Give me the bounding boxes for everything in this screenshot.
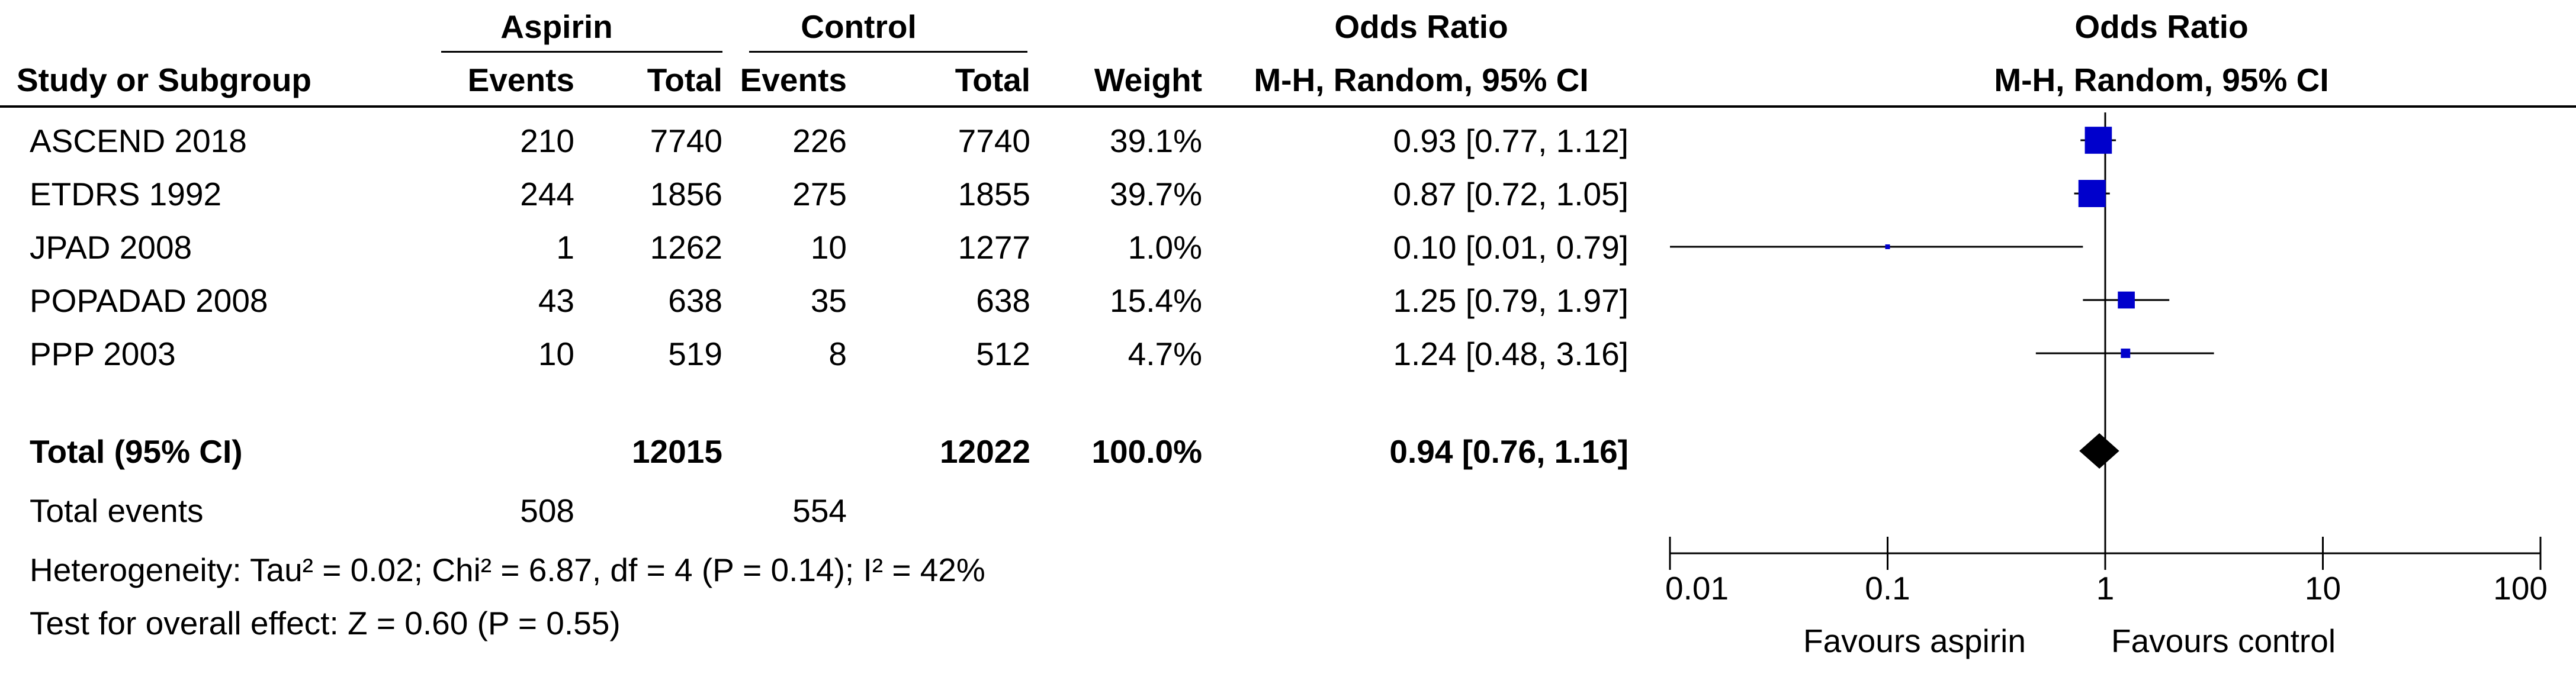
heterogeneity-text: Heterogeneity: Tau² = 0.02; Chi² = 6.87,… xyxy=(30,552,985,588)
study-point xyxy=(2078,180,2106,207)
control-events: 35 xyxy=(810,282,847,319)
header-rule xyxy=(0,105,2576,108)
control-total: 7740 xyxy=(958,122,1030,159)
header-study-col: Study or Subgroup xyxy=(17,62,312,98)
aspirin-total: 519 xyxy=(668,336,722,372)
study-ci-text: 1.24 [0.48, 3.16] xyxy=(1393,336,1629,372)
study-name: ETDRS 1992 xyxy=(30,176,222,212)
study-weight: 39.1% xyxy=(1110,122,1202,159)
aspirin-events: 244 xyxy=(520,176,574,212)
header-aspirin-total: Total xyxy=(647,62,722,98)
study-point xyxy=(1885,244,1890,249)
header-plot-method: M-H, Random, 95% CI xyxy=(1994,62,2329,98)
control-total: 1855 xyxy=(958,176,1030,212)
header-control-events: Events xyxy=(740,62,847,98)
control-group-rule xyxy=(749,51,1027,53)
study-name: JPAD 2008 xyxy=(30,229,192,266)
x-tick-label: 1 xyxy=(2096,570,2115,607)
study-weight: 4.7% xyxy=(1128,336,1202,372)
aspirin-total: 638 xyxy=(668,282,722,319)
study-ci-text: 1.25 [0.79, 1.97] xyxy=(1393,282,1629,319)
aspirin-total: 1856 xyxy=(650,176,722,212)
header-or-method: M-H, Random, 95% CI xyxy=(1254,62,1589,98)
study-weight: 39.7% xyxy=(1110,176,1202,212)
study-weight: 1.0% xyxy=(1128,229,1202,266)
study-point xyxy=(2118,291,2135,309)
study-ci-text: 0.87 [0.72, 1.05] xyxy=(1393,176,1629,212)
aspirin-events: 43 xyxy=(538,282,574,319)
pooled-diamond xyxy=(2079,433,2119,469)
control-events: 275 xyxy=(792,176,847,212)
header-aspirin-group: Aspirin xyxy=(500,8,613,45)
total-aspirin-total: 12015 xyxy=(632,433,722,470)
aspirin-total: 1262 xyxy=(650,229,722,266)
study-name: PPP 2003 xyxy=(30,336,176,372)
aspirin-events: 10 xyxy=(538,336,574,372)
total-events-label: Total events xyxy=(30,492,204,529)
control-events: 10 xyxy=(810,229,847,266)
favours-control-label: Favours control xyxy=(2111,623,2336,659)
aspirin-total: 7740 xyxy=(650,122,722,159)
header-plot-title: Odds Ratio xyxy=(2074,8,2249,45)
study-name: ASCEND 2018 xyxy=(30,122,247,159)
header-control-group: Control xyxy=(801,8,917,45)
control-events: 226 xyxy=(792,122,847,159)
control-total: 638 xyxy=(976,282,1030,319)
total-weight: 100.0% xyxy=(1091,433,1202,470)
total-ci-text: 0.94 [0.76, 1.16] xyxy=(1389,433,1629,470)
x-tick-label: 10 xyxy=(2305,570,2341,607)
study-ci-text: 0.10 [0.01, 0.79] xyxy=(1393,229,1629,266)
aspirin-events: 1 xyxy=(556,229,574,266)
header-control-total: Total xyxy=(955,62,1030,98)
study-point xyxy=(2084,127,2112,154)
study-point xyxy=(2121,349,2131,358)
header-weight: Weight xyxy=(1094,62,1202,98)
study-ci-text: 0.93 [0.77, 1.12] xyxy=(1393,122,1629,159)
total-label: Total (95% CI) xyxy=(30,433,243,470)
total-events-control: 554 xyxy=(792,492,847,529)
total-events-aspirin: 508 xyxy=(520,492,574,529)
aspirin-group-rule xyxy=(441,51,722,53)
x-tick-label: 0.01 xyxy=(1665,570,1729,607)
control-events: 8 xyxy=(828,336,847,372)
x-axis-ticks: 0.01 0.1 1 10 100 xyxy=(1665,537,2548,607)
favours-aspirin-label: Favours aspirin xyxy=(1803,623,2026,659)
total-control-total: 12022 xyxy=(940,433,1030,470)
x-tick-label: 0.1 xyxy=(1865,570,1910,607)
header-or-title: Odds Ratio xyxy=(1334,8,1508,45)
x-tick-label: 100 xyxy=(2493,570,2548,607)
study-name: POPADAD 2008 xyxy=(30,282,268,319)
aspirin-events: 210 xyxy=(520,122,574,159)
control-total: 1277 xyxy=(958,229,1030,266)
study-marks xyxy=(1670,127,2214,358)
overall-effect-text: Test for overall effect: Z = 0.60 (P = 0… xyxy=(30,605,621,641)
control-total: 512 xyxy=(976,336,1030,372)
header-aspirin-events: Events xyxy=(467,62,574,98)
study-weight: 15.4% xyxy=(1110,282,1202,319)
